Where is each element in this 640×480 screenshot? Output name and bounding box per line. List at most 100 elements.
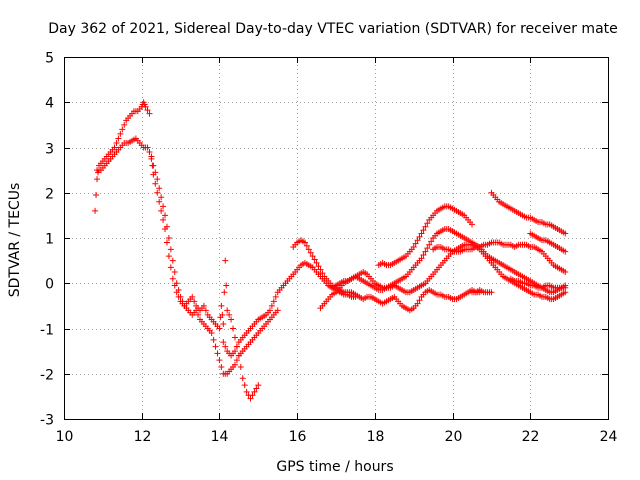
data-point xyxy=(121,121,128,128)
data-point xyxy=(216,357,223,364)
data-point xyxy=(303,242,310,249)
data-point xyxy=(426,241,433,248)
grid-layer xyxy=(64,57,608,419)
data-point xyxy=(148,155,155,162)
y-tick-label: 1 xyxy=(45,232,54,248)
data-point xyxy=(266,307,273,314)
data-point xyxy=(220,339,227,346)
data-point xyxy=(160,216,167,223)
data-point xyxy=(202,307,209,314)
data-point xyxy=(216,325,223,332)
data-point xyxy=(243,388,250,395)
data-point xyxy=(144,107,151,114)
data-point xyxy=(249,392,256,399)
data-point xyxy=(167,264,174,271)
data-point xyxy=(414,300,421,307)
y-tick-label: 0 xyxy=(45,277,54,293)
data-point xyxy=(418,255,425,262)
data-point xyxy=(94,176,101,183)
x-axis-label: GPS time / hours xyxy=(276,459,393,475)
data-point xyxy=(416,233,423,240)
data-point xyxy=(177,293,184,300)
data-point xyxy=(154,189,161,196)
data-point xyxy=(231,334,238,341)
series-track-i xyxy=(430,239,569,275)
data-point xyxy=(191,298,198,305)
data-point xyxy=(469,221,475,228)
x-tick-label: 16 xyxy=(289,429,307,445)
data-point xyxy=(160,203,167,210)
data-point xyxy=(562,268,569,275)
series-track-j xyxy=(488,189,569,237)
data-point xyxy=(319,270,326,277)
x-tick-label: 22 xyxy=(522,429,540,445)
data-point xyxy=(113,139,120,146)
data-point xyxy=(165,235,172,241)
data-point xyxy=(307,249,314,256)
data-point xyxy=(412,240,419,247)
data-point xyxy=(272,293,279,300)
data-point xyxy=(422,223,429,230)
data-point xyxy=(268,302,275,309)
x-tick-label: 14 xyxy=(211,429,229,445)
x-tick-label: 18 xyxy=(367,429,385,445)
data-point xyxy=(422,248,429,255)
x-tick-label: 24 xyxy=(600,429,618,445)
data-point xyxy=(313,259,320,266)
data-point xyxy=(309,253,316,260)
data-point xyxy=(163,239,170,246)
data-point xyxy=(173,280,180,287)
data-point xyxy=(301,239,308,246)
data-point xyxy=(167,246,174,253)
series-track-a xyxy=(92,99,153,214)
data-point xyxy=(237,363,244,370)
series-track-d xyxy=(220,259,359,359)
data-point xyxy=(228,316,235,323)
data-point xyxy=(562,230,569,237)
data-point xyxy=(144,144,151,151)
data-point xyxy=(142,103,149,110)
data-point xyxy=(212,343,219,350)
data-point xyxy=(165,253,172,260)
data-point xyxy=(111,144,118,151)
data-point xyxy=(420,227,427,234)
data-point xyxy=(224,307,231,314)
data-point xyxy=(92,207,99,214)
x-tick-label: 12 xyxy=(134,429,152,445)
data-point xyxy=(235,352,242,359)
data-point xyxy=(218,363,225,370)
data-point xyxy=(169,275,176,282)
data-point xyxy=(214,350,221,357)
data-point xyxy=(156,185,163,192)
data-point xyxy=(222,343,229,350)
data-point xyxy=(208,330,215,337)
data-point xyxy=(152,169,159,176)
data-point xyxy=(175,287,182,294)
data-point xyxy=(218,302,225,309)
data-point xyxy=(221,289,228,296)
data-point xyxy=(146,149,153,156)
data-point xyxy=(251,388,258,395)
data-point xyxy=(239,375,246,382)
x-tick-label: 10 xyxy=(56,429,74,445)
series-track-l xyxy=(469,287,495,296)
x-tick-label: 20 xyxy=(445,429,463,445)
data-point xyxy=(158,194,165,201)
data-point xyxy=(158,207,165,214)
data-point xyxy=(233,357,240,364)
data-point xyxy=(233,343,240,350)
y-tick-label: 5 xyxy=(45,51,54,67)
data-point xyxy=(410,244,417,251)
data-point xyxy=(255,382,262,389)
data-point xyxy=(488,289,495,296)
data-point xyxy=(171,268,178,275)
y-tick-label: -3 xyxy=(40,413,54,429)
data-point xyxy=(305,246,312,253)
data-marks xyxy=(92,99,569,402)
data-point xyxy=(231,361,238,368)
data-point xyxy=(270,298,277,305)
chart-title: Day 362 of 2021, Sidereal Day-to-day VTE… xyxy=(48,21,618,37)
series-track-b xyxy=(94,135,281,377)
data-point xyxy=(230,325,237,332)
